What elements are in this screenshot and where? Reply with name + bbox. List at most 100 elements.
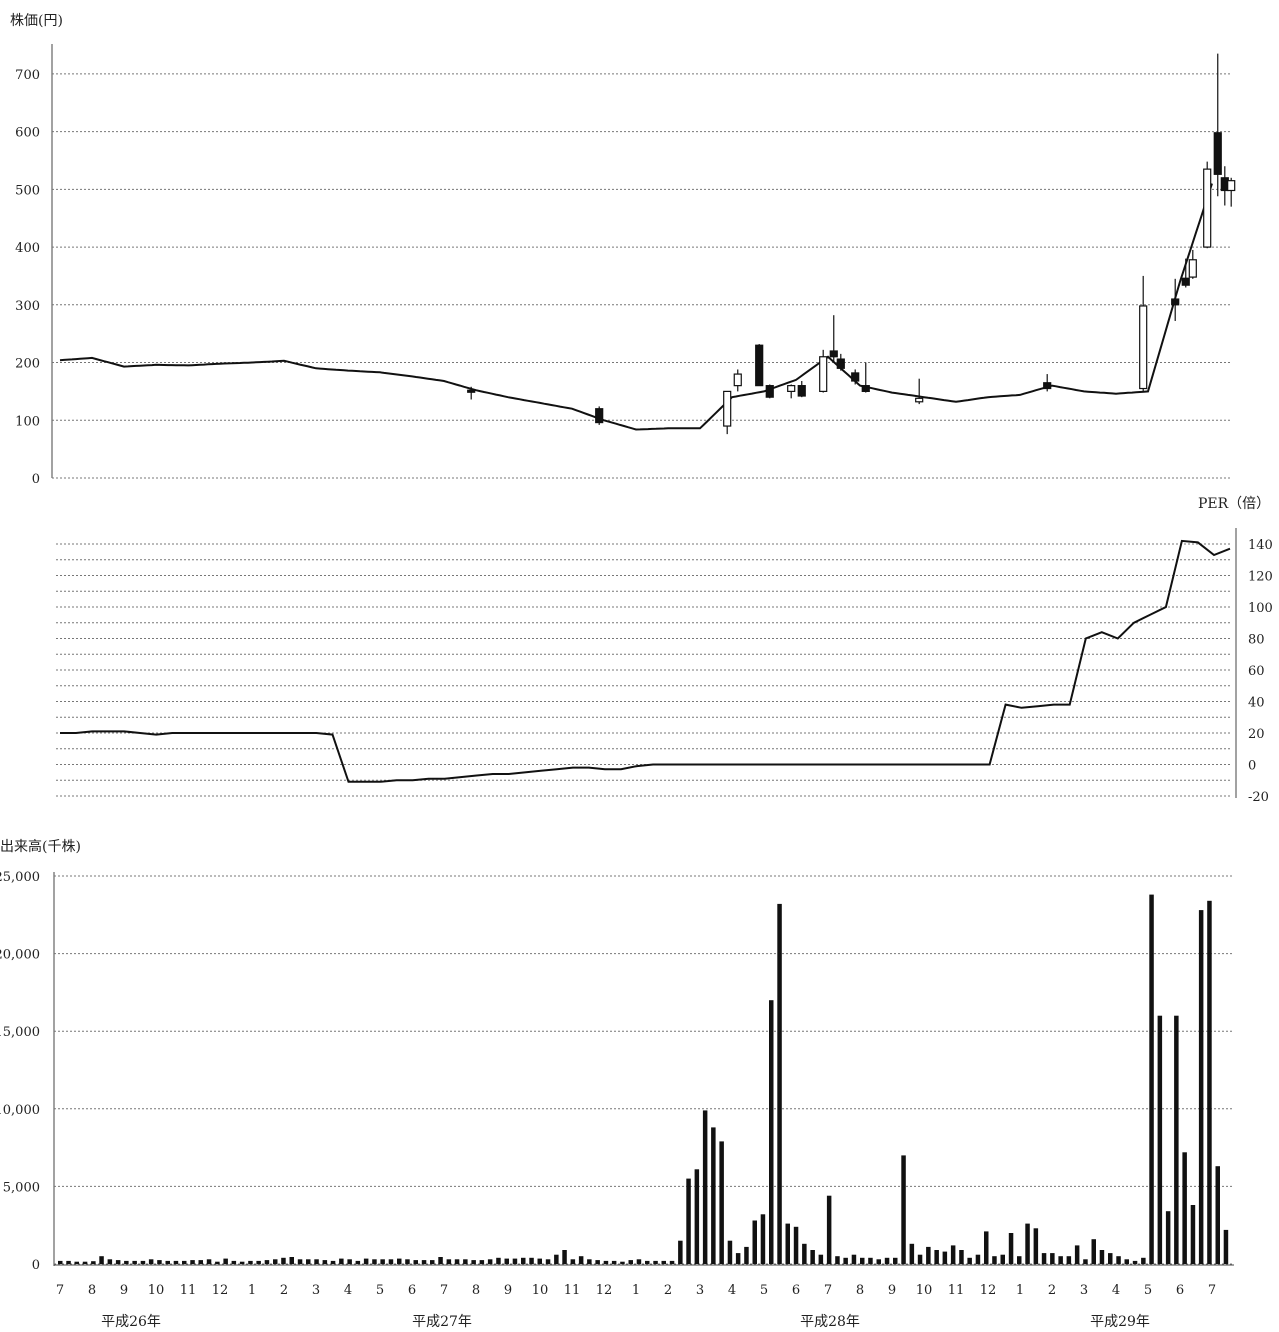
volume-bar <box>388 1259 394 1264</box>
volume-bar <box>587 1259 592 1264</box>
volume-bar <box>1182 1152 1187 1264</box>
volume-bar <box>942 1251 948 1264</box>
volume-bar <box>306 1259 311 1264</box>
volume-bar <box>479 1260 485 1264</box>
volume-bar <box>760 1214 766 1264</box>
per-tick-label: 100 <box>1248 601 1273 616</box>
volume-bar <box>1223 1229 1229 1264</box>
candle-body <box>467 389 476 393</box>
candle-body <box>1043 382 1052 390</box>
candle-body <box>595 408 604 424</box>
volume-bar <box>107 1259 113 1264</box>
volume-bar <box>1041 1253 1047 1264</box>
x-month-label: 9 <box>120 1283 128 1298</box>
volume-bar <box>281 1257 286 1264</box>
volume-bar <box>355 1260 361 1264</box>
x-month-label: 8 <box>472 1283 480 1298</box>
x-month-label: 10 <box>148 1283 165 1298</box>
x-month-label: 9 <box>888 1283 896 1298</box>
x-month-label: 4 <box>344 1283 352 1298</box>
x-month-label: 5 <box>1144 1283 1152 1298</box>
volume-bar <box>719 1141 724 1264</box>
volume-bar <box>1058 1256 1063 1264</box>
candle-body <box>1188 259 1197 278</box>
volume-tick-label: 5,000 <box>3 1180 40 1195</box>
volume-bar <box>173 1260 179 1264</box>
volume-bar <box>248 1260 253 1264</box>
volume-bar <box>446 1259 452 1264</box>
price-close-line <box>59 183 1213 431</box>
x-month-label: 11 <box>180 1283 197 1298</box>
volume-bar <box>934 1250 939 1264</box>
volume-bar <box>1033 1228 1039 1264</box>
volume-bar <box>405 1259 410 1264</box>
volume-bar <box>273 1259 278 1264</box>
price-tick-label: 500 <box>15 183 40 198</box>
volume-bar <box>148 1259 154 1264</box>
x-month-label: 12 <box>980 1283 997 1298</box>
volume-ylabel: 出来高(千株) <box>0 838 81 855</box>
x-month-label: 6 <box>408 1283 416 1298</box>
volume-bar <box>868 1257 873 1264</box>
volume-bar <box>1165 1211 1171 1264</box>
volume-bar <box>1050 1253 1055 1264</box>
volume-bar <box>818 1254 824 1264</box>
x-year-label: 平成29年 <box>1090 1314 1150 1330</box>
volume-bar <box>504 1258 509 1264</box>
per-tick-label: 60 <box>1248 664 1265 679</box>
candle-body <box>819 356 828 393</box>
volume-bar <box>165 1260 170 1264</box>
volume-bar <box>884 1257 890 1264</box>
volume-bar <box>413 1260 418 1264</box>
volume-bar <box>769 1000 774 1264</box>
volume-bar <box>438 1257 443 1264</box>
volume-bar <box>777 903 782 1264</box>
candle-body <box>733 373 742 387</box>
candle-body <box>765 385 774 398</box>
volume-bar <box>1132 1260 1138 1264</box>
volume-bar <box>860 1257 865 1264</box>
volume-bar <box>595 1260 600 1264</box>
x-month-label: 7 <box>1208 1283 1216 1298</box>
volume-bar <box>752 1220 757 1264</box>
volume-bar <box>529 1257 534 1264</box>
volume-bar <box>1149 894 1154 1264</box>
volume-bar <box>810 1250 815 1264</box>
x-month-label: 3 <box>312 1283 320 1298</box>
volume-bar <box>793 1226 799 1264</box>
per-tick-label: 0 <box>1248 759 1256 774</box>
volume-bar <box>603 1260 609 1264</box>
volume-bar <box>1174 1015 1179 1264</box>
x-month-label: 6 <box>792 1283 800 1298</box>
x-month-label: 3 <box>1080 1283 1088 1298</box>
per-ylabel: PER（倍） <box>1198 496 1270 512</box>
volume-bar <box>826 1195 832 1264</box>
volume-bar <box>239 1261 245 1264</box>
price-tick-label: 100 <box>15 414 40 429</box>
volume-bar <box>876 1259 881 1264</box>
candle-body <box>723 390 732 427</box>
volume-bar <box>711 1127 716 1264</box>
volume-bar <box>1215 1166 1220 1264</box>
candle-body <box>915 397 924 403</box>
volume-bar <box>1017 1256 1022 1264</box>
x-month-label: 2 <box>664 1283 672 1298</box>
volume-bar <box>314 1259 319 1264</box>
volume-bar <box>628 1260 633 1264</box>
volume-tick-label: 15,000 <box>0 1025 40 1040</box>
volume-bar <box>487 1259 493 1264</box>
volume-bar <box>545 1259 551 1264</box>
volume-bar <box>562 1250 567 1264</box>
volume-bar <box>115 1260 121 1264</box>
volume-bar <box>1198 910 1204 1264</box>
volume-bar <box>58 1260 63 1264</box>
volume-bar <box>264 1260 270 1264</box>
x-month-label: 11 <box>948 1283 965 1298</box>
volume-bar <box>843 1257 848 1264</box>
volume-bar <box>363 1258 369 1264</box>
volume-bar <box>1025 1223 1030 1264</box>
volume-bar <box>611 1260 617 1264</box>
x-year-label: 平成27年 <box>412 1314 472 1330</box>
candle-body <box>861 385 870 393</box>
volume-bar <box>578 1256 584 1264</box>
